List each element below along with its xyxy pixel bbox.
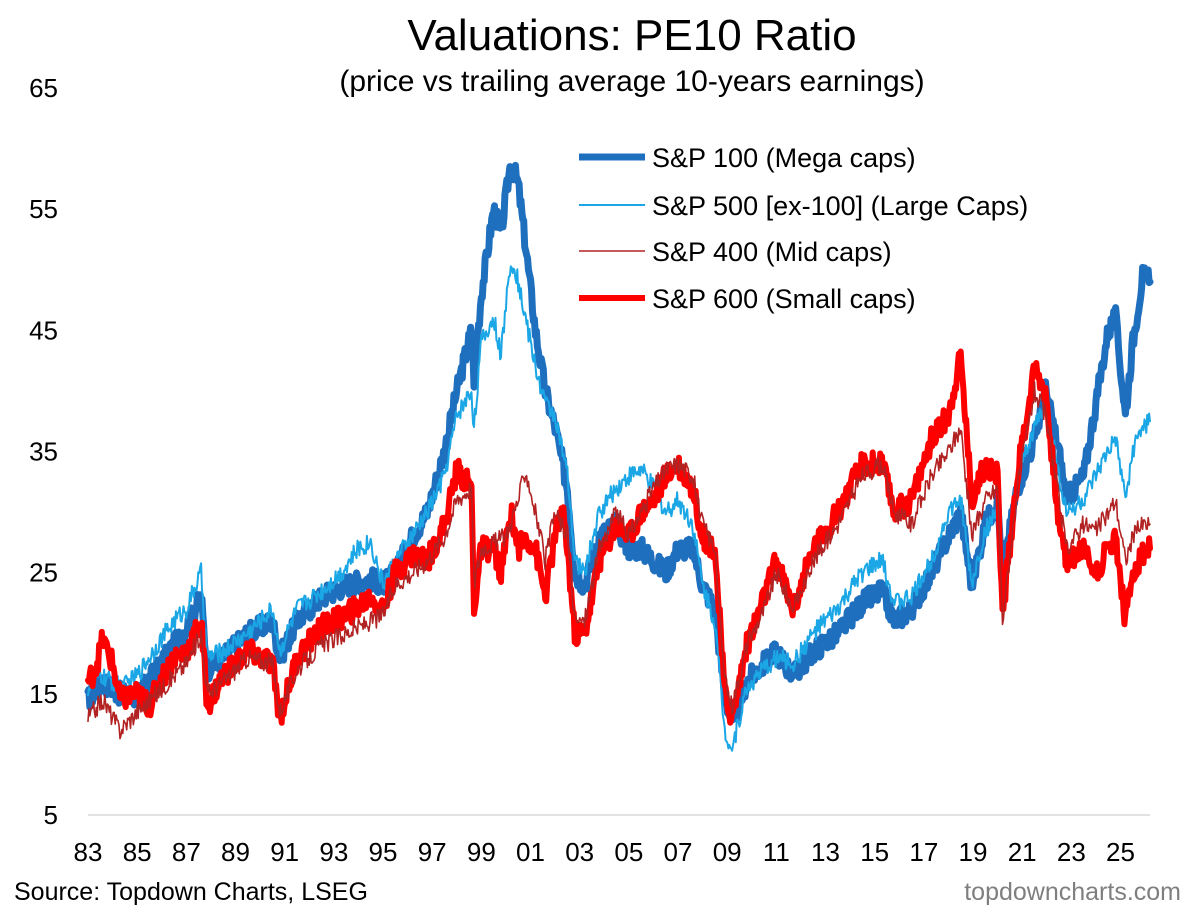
watermark: topdowncharts.com	[964, 878, 1181, 906]
x-tick-label: 13	[811, 837, 840, 867]
x-tick-label: 85	[123, 837, 152, 867]
x-tick-label: 97	[418, 837, 447, 867]
legend-label: S&P 100 (Mega caps)	[652, 143, 916, 173]
x-tick-label: 93	[319, 837, 348, 867]
x-tick-label: 95	[369, 837, 398, 867]
x-tick-label: 83	[74, 837, 103, 867]
series-layer	[84, 161, 1154, 752]
x-tick-label: 21	[1008, 837, 1037, 867]
x-tick-label: 03	[565, 837, 594, 867]
x-tick-label: 89	[221, 837, 250, 867]
legend-label: S&P 500 [ex-100] (Large Caps)	[652, 191, 1028, 221]
x-tick-label: 87	[172, 837, 201, 867]
y-tick-label: 65	[29, 73, 58, 103]
series-line-2	[87, 265, 1151, 752]
legend-label: S&P 600 (Small caps)	[652, 284, 916, 314]
chart-title: Valuations: PE10 Ratio	[407, 11, 856, 60]
x-axis-ticks: 83 85 87 89 91 93 95 97 99 01 03 05 07 09 11 13 15 17 19 21…	[74, 837, 1135, 867]
legend: S&P 100 (Mega caps) S&P 500 [ex-100] (Lar…	[579, 143, 1028, 314]
x-tick-label: 19	[959, 837, 988, 867]
y-tick-label: 35	[29, 437, 58, 467]
x-tick-label: 09	[713, 837, 742, 867]
y-tick-label: 15	[29, 679, 58, 709]
x-tick-label: 01	[516, 837, 545, 867]
legend-label: S&P 400 (Mid caps)	[652, 237, 892, 267]
y-tick-label: 25	[29, 558, 58, 588]
y-axis-ticks: 5 15 25 35 45 55 65	[29, 73, 58, 830]
y-tick-label: 5	[44, 800, 58, 830]
x-tick-label: 07	[664, 837, 693, 867]
y-tick-label: 45	[29, 315, 58, 345]
series-line-4	[85, 348, 1153, 726]
series-line-3	[87, 381, 1151, 740]
source-note: Source: Topdown Charts, LSEG	[14, 878, 368, 906]
x-tick-label: 15	[860, 837, 889, 867]
x-tick-label: 25	[1106, 837, 1135, 867]
x-tick-label: 05	[614, 837, 643, 867]
x-tick-label: 17	[909, 837, 938, 867]
x-tick-label: 99	[467, 837, 496, 867]
x-tick-label: 23	[1057, 837, 1086, 867]
y-tick-label: 55	[29, 194, 58, 224]
x-tick-label: 91	[270, 837, 299, 867]
x-tick-label: 11	[763, 837, 790, 867]
series-line-1	[84, 161, 1154, 724]
chart-subtitle: (price vs trailing average 10-years earn…	[339, 65, 924, 98]
